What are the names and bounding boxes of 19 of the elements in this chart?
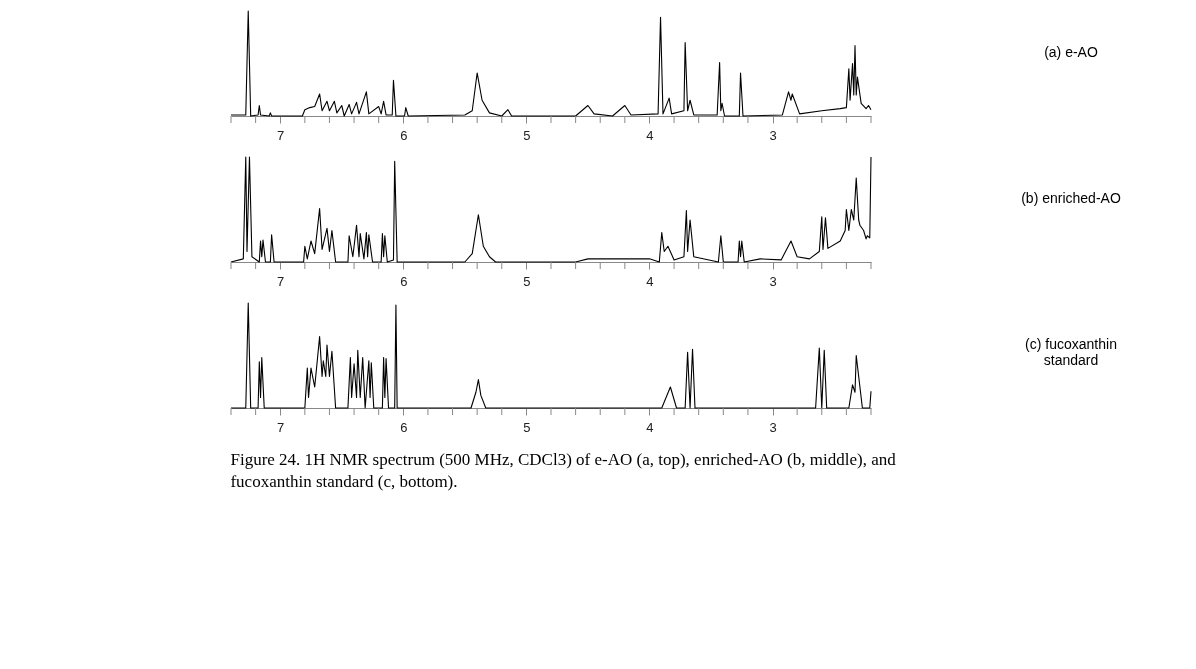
text: (a) e-AO bbox=[1044, 44, 1098, 60]
x-tick-label: 5 bbox=[523, 273, 531, 289]
x-tick-label: 4 bbox=[646, 127, 654, 143]
x-tick-label: 5 bbox=[523, 127, 531, 143]
x-tick-label: 3 bbox=[769, 127, 777, 143]
x-tick-label: 4 bbox=[646, 273, 654, 289]
x-tick-label: 5 bbox=[523, 419, 531, 435]
caption: Figure 24. 1H NMR spectrum (500 MHz, CDCl3) of e-AO (a, top), enriched-AO (b, middle), and fucoxanthin standard (c, bottom). bbox=[230, 450, 897, 491]
x-tick-label: 3 bbox=[769, 419, 777, 435]
x-tick-label: 6 bbox=[400, 273, 408, 289]
x-tick-label: 3 bbox=[769, 273, 777, 289]
x-tick-label: 6 bbox=[400, 419, 408, 435]
x-tick-label: 7 bbox=[277, 273, 285, 289]
x-tick-label: 7 bbox=[277, 127, 285, 143]
text: (b) enriched-AO bbox=[1021, 190, 1121, 206]
text: (c) fucoxanthin standard bbox=[1025, 336, 1117, 368]
x-tick-label: 7 bbox=[277, 419, 285, 435]
x-tick-label: 6 bbox=[400, 127, 408, 143]
x-tick-label: 4 bbox=[646, 419, 654, 435]
